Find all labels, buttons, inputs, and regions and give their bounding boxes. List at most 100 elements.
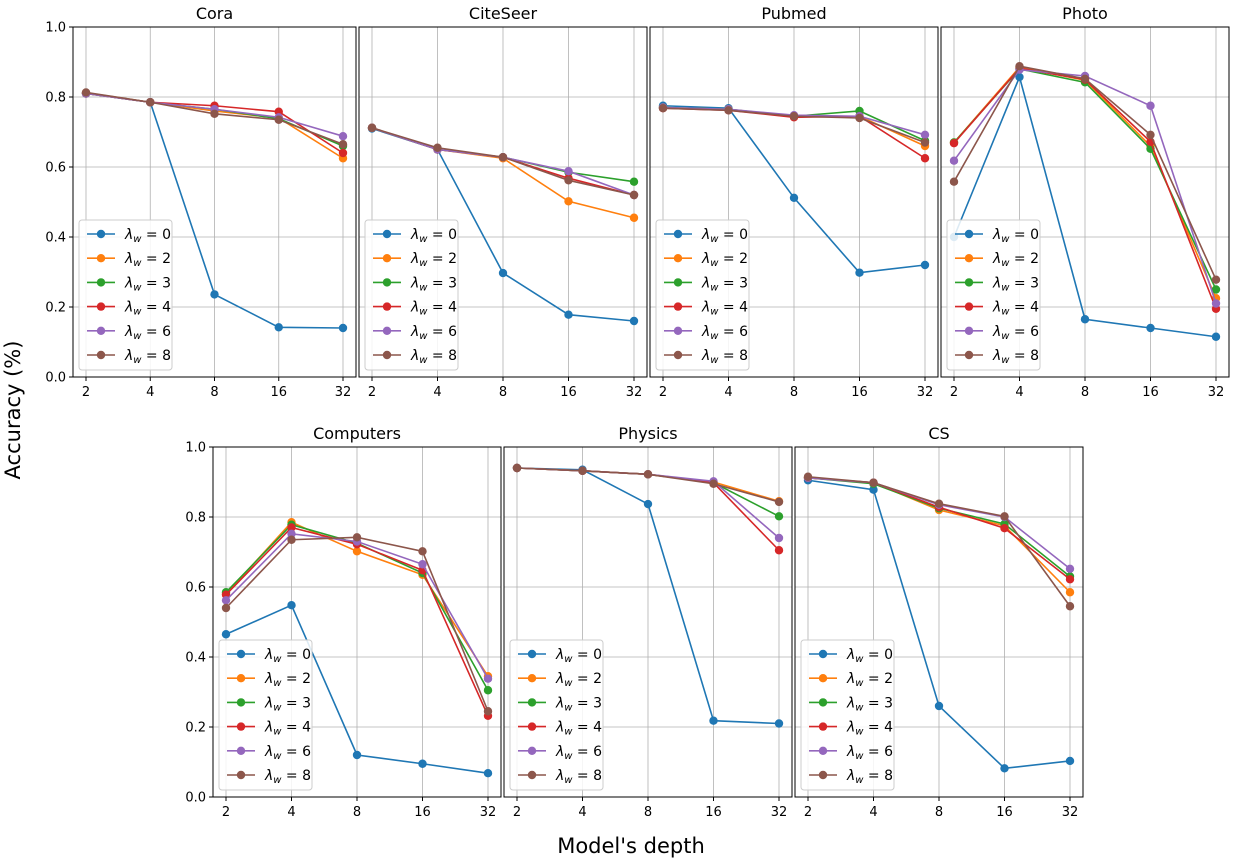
- legend-label: λw = 8: [555, 768, 602, 786]
- x-axis-suplabel: Model's depth: [557, 834, 705, 858]
- legend-marker: [673, 350, 683, 360]
- legend-label: λw = 3: [264, 695, 311, 713]
- data-point: [709, 479, 718, 488]
- data-point: [920, 260, 930, 270]
- data-point: [274, 323, 283, 332]
- data-point: [789, 193, 799, 202]
- legend-label: λw = 8: [701, 348, 748, 366]
- data-point: [483, 707, 493, 716]
- data-point: [1000, 512, 1009, 521]
- legend-label: λw = 4: [124, 300, 171, 318]
- data-point: [338, 132, 348, 141]
- legend-marker: [236, 746, 246, 755]
- legend-label: λw = 8: [846, 768, 893, 786]
- legend-marker: [964, 350, 974, 360]
- legend-marker: [673, 278, 683, 287]
- legend-marker: [673, 254, 683, 263]
- x-tick-label: 2: [513, 805, 521, 820]
- x-tick-label: 8: [353, 805, 361, 820]
- data-point: [629, 316, 639, 326]
- panel-title: CiteSeer: [469, 4, 538, 23]
- x-tick-label: 32: [917, 385, 934, 400]
- data-point: [949, 156, 959, 165]
- data-point: [1146, 323, 1155, 333]
- legend-marker: [527, 674, 537, 683]
- data-point: [949, 139, 959, 148]
- legend-label: λw = 2: [992, 251, 1039, 269]
- legend-marker: [818, 649, 828, 659]
- data-point: [1146, 130, 1155, 139]
- series-lambda-8: [949, 61, 1221, 284]
- x-tick-label: 16: [414, 805, 431, 820]
- data-point: [934, 701, 944, 711]
- x-tick-label: 4: [146, 385, 154, 400]
- data-point: [221, 603, 231, 613]
- data-point: [287, 535, 296, 544]
- legend-marker: [382, 350, 392, 360]
- legend-label: λw = 2: [846, 671, 893, 689]
- series-lambda-8: [512, 463, 784, 507]
- data-point: [774, 546, 784, 555]
- data-point: [1000, 524, 1009, 533]
- y-tick-label: 0.6: [185, 581, 206, 596]
- data-point: [920, 138, 930, 147]
- x-tick-label: 4: [287, 805, 295, 820]
- legend-marker: [964, 254, 974, 263]
- data-point: [1065, 564, 1075, 573]
- legend-label: λw = 0: [124, 227, 171, 245]
- data-point: [774, 719, 784, 728]
- x-tick-label: 8: [935, 805, 943, 820]
- x-tick-label: 32: [771, 805, 788, 820]
- legend-marker: [96, 326, 106, 335]
- panel-computers: Computers 2 4 8 16 32 0.0 0.2 0.4 0.6 0.8 1.0 λw = 0…: [185, 424, 502, 820]
- legend-marker: [818, 722, 828, 731]
- y-tick-label: 0.4: [185, 651, 206, 666]
- data-point: [1065, 602, 1075, 611]
- data-point: [564, 167, 573, 176]
- legend-marker: [964, 326, 974, 335]
- data-point: [210, 290, 219, 299]
- legend-marker: [96, 278, 106, 287]
- legend-marker: [382, 326, 392, 335]
- data-point: [418, 547, 427, 556]
- data-point: [1065, 756, 1075, 766]
- data-point: [338, 148, 348, 158]
- legend-label: λw = 3: [124, 275, 171, 293]
- x-tick-label: 8: [1081, 385, 1089, 400]
- data-point: [498, 153, 508, 162]
- legend-label: λw = 6: [264, 744, 311, 762]
- legend: λw = 0 λw = 2 λw = 3 λw = 4 λw = 6 λw = 8: [218, 639, 313, 791]
- y-tick-label: 0.8: [185, 511, 206, 526]
- x-tick-label: 32: [626, 385, 643, 400]
- legend-marker: [382, 254, 392, 263]
- legend: λw = 0 λw = 2 λw = 3 λw = 4 λw = 6 λw = 8: [364, 219, 459, 371]
- data-point: [564, 197, 573, 206]
- data-point: [221, 630, 231, 639]
- data-point: [629, 190, 639, 200]
- x-tick-label: 16: [996, 805, 1013, 820]
- legend-label: λw = 3: [701, 275, 748, 293]
- data-point: [1015, 61, 1024, 71]
- legend-marker: [236, 674, 246, 683]
- y-tick-label: 0.2: [45, 301, 66, 316]
- data-point: [287, 601, 296, 610]
- legend-marker: [382, 278, 392, 287]
- legend-marker: [527, 722, 537, 731]
- data-point: [352, 547, 362, 556]
- legend-marker: [527, 770, 537, 780]
- legend-marker: [673, 326, 683, 335]
- data-point: [920, 154, 930, 163]
- data-point: [855, 113, 864, 123]
- data-point: [418, 759, 427, 768]
- legend-marker: [236, 722, 246, 731]
- legend: λw = 0 λw = 2 λw = 3 λw = 4 λw = 6 λw = 8: [946, 219, 1041, 371]
- data-point: [949, 177, 959, 186]
- panel-title: Photo: [1062, 4, 1108, 23]
- legend-label: λw = 3: [992, 275, 1039, 293]
- data-point: [433, 143, 442, 152]
- legend-marker: [236, 770, 246, 780]
- data-point: [483, 686, 493, 695]
